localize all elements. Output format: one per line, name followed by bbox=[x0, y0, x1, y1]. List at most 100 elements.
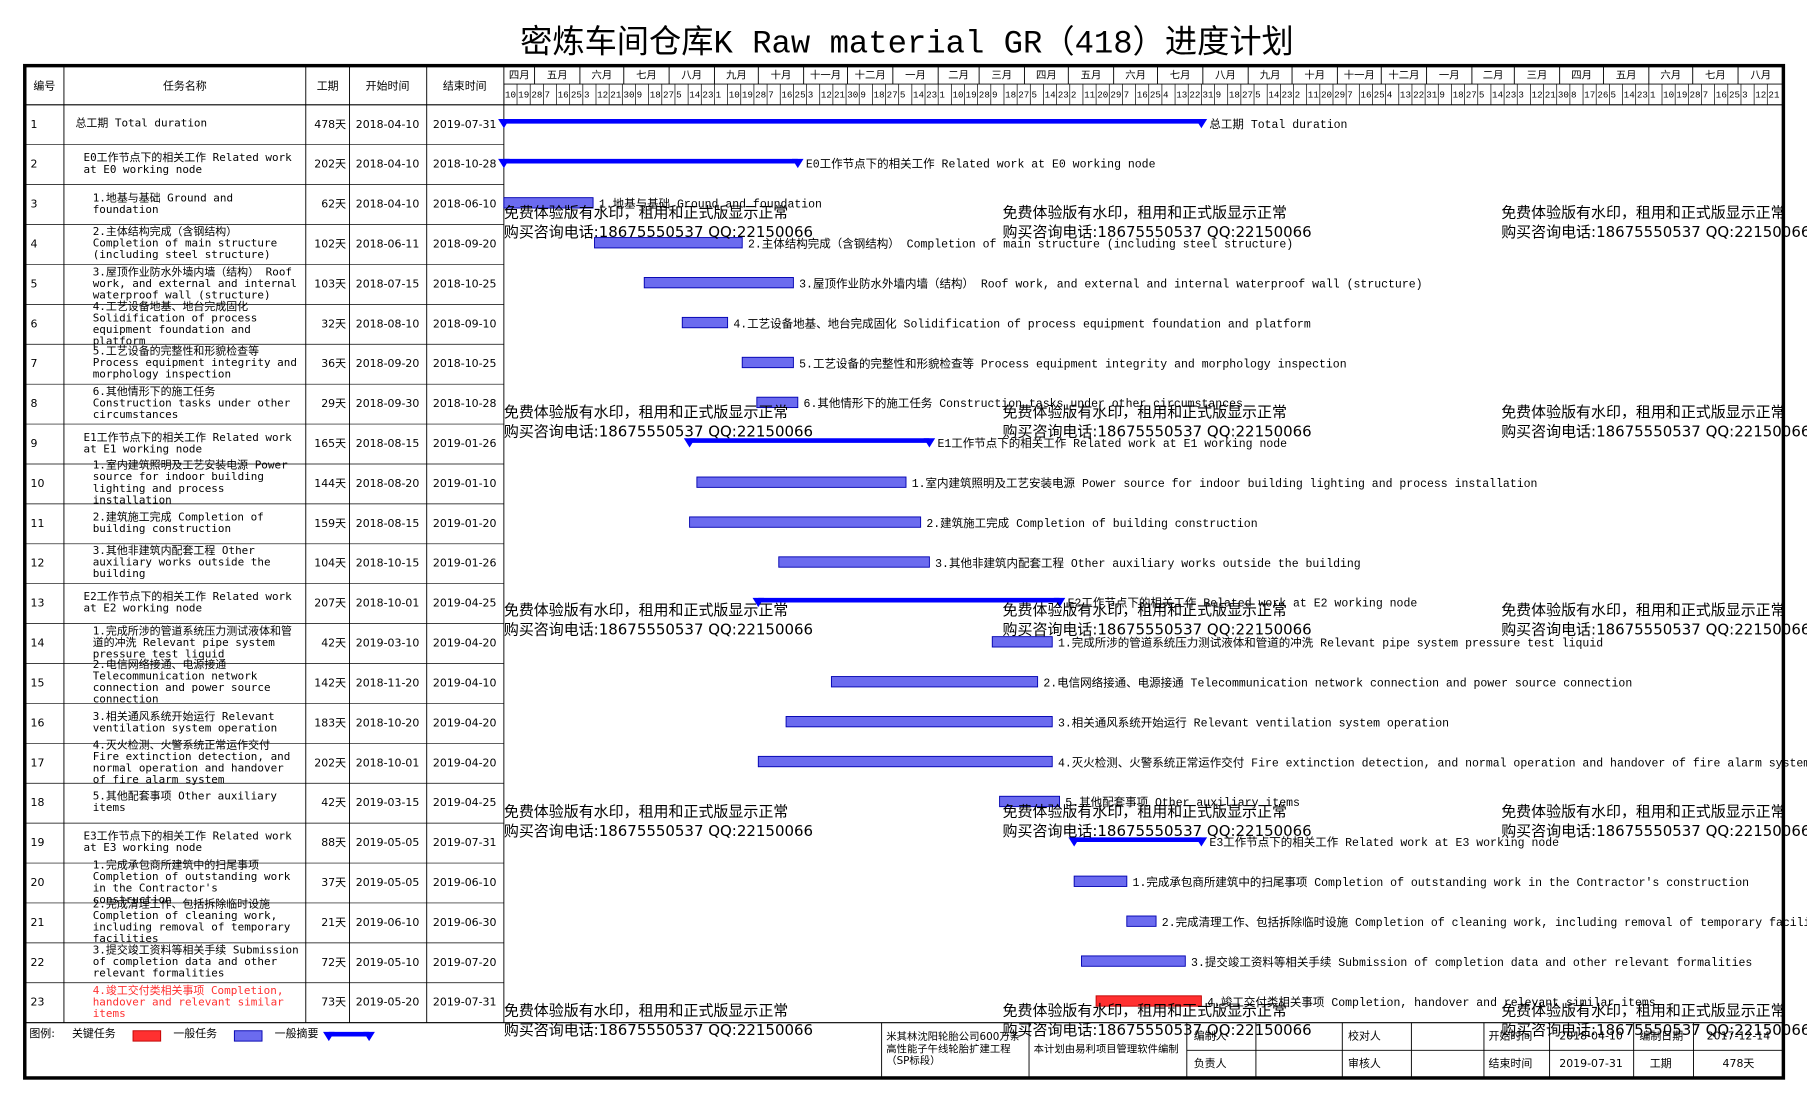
bar-label: E0工作节点下的相关工作 Related work at E0 working … bbox=[806, 157, 1156, 172]
task-start: 2018-04-10 bbox=[356, 198, 420, 211]
task-name-box: 1.完成承包商所建筑中的扫尾事项 Completion of outstandi… bbox=[93, 859, 291, 905]
day-label: 8 bbox=[1571, 89, 1577, 100]
task-duration: 37天 bbox=[321, 876, 346, 889]
task-id: 15 bbox=[31, 676, 45, 689]
task-duration: 144天 bbox=[314, 477, 346, 490]
month-label: 二月 bbox=[948, 69, 969, 81]
task-duration: 88天 bbox=[321, 836, 346, 849]
day-label: 23 bbox=[926, 89, 937, 100]
task-start: 2018-10-01 bbox=[356, 756, 420, 769]
task-id: 16 bbox=[31, 716, 45, 729]
watermark: 免费体验版有水印，租用和正式版显示正常 bbox=[1501, 601, 1785, 619]
task-end: 2018-10-28 bbox=[433, 158, 497, 171]
footer-value: 2019-07-31 bbox=[1559, 1057, 1623, 1070]
task-end: 2019-01-10 bbox=[433, 477, 497, 490]
task-duration: 21天 bbox=[321, 916, 346, 929]
day-label: 16 bbox=[1360, 89, 1371, 100]
task-id: 2 bbox=[31, 158, 38, 171]
task-name: 4.灭火检测、火警系统正常运作交付 Fire extinction detect… bbox=[92, 739, 291, 787]
day-label: 25 bbox=[1150, 89, 1161, 100]
day-label: 28 bbox=[531, 89, 542, 100]
task-duration: 36天 bbox=[321, 357, 346, 370]
watermark: 购买咨询电话:18675550537 QQ:22150066 bbox=[504, 422, 813, 440]
task-duration: 183天 bbox=[314, 716, 346, 729]
task-id: 19 bbox=[31, 836, 45, 849]
task-duration: 165天 bbox=[314, 437, 346, 450]
day-label: 18 bbox=[874, 89, 885, 100]
task-end: 2018-10-25 bbox=[433, 357, 497, 370]
day-label: 13 bbox=[1176, 89, 1187, 100]
watermark: 购买咨询电话:18675550537 QQ:22150066 bbox=[1501, 620, 1807, 638]
day-label: 21 bbox=[834, 89, 846, 100]
day-label: 16 bbox=[558, 89, 569, 100]
summary-cap bbox=[363, 1031, 375, 1042]
bar-label: 2.电信网络接通、电源接通 Telecommunication network … bbox=[1043, 676, 1632, 691]
bar-label: 1.室内建筑照明及工艺安装电源 Power source for indoor … bbox=[912, 476, 1538, 491]
watermark: 免费体验版有水印，租用和正式版显示正常 bbox=[504, 802, 788, 820]
month-label: 七月 bbox=[1170, 69, 1191, 81]
summary-cap bbox=[792, 158, 804, 169]
bar-label: 4.工艺设备地基、地台完成固化 Solidification of proces… bbox=[733, 316, 1310, 331]
day-label: 5 bbox=[900, 89, 906, 100]
task-bar bbox=[756, 396, 799, 409]
task-end: 2019-04-20 bbox=[433, 716, 497, 729]
task-duration: 72天 bbox=[321, 956, 346, 969]
task-name: 4.工艺设备地基、地台完成固化 Solidification of proces… bbox=[92, 300, 258, 348]
day-label: 9 bbox=[860, 89, 866, 100]
task-bar bbox=[503, 197, 594, 209]
task-start: 2019-05-20 bbox=[356, 996, 420, 1009]
day-label: 4 bbox=[1163, 89, 1169, 100]
task-end: 2018-10-25 bbox=[433, 277, 497, 290]
day-label: 16 bbox=[1716, 89, 1727, 100]
day-label: 10 bbox=[952, 89, 963, 100]
day-label: 27 bbox=[1018, 89, 1029, 100]
task-id: 6 bbox=[31, 317, 38, 330]
task-name: 2.电信网络接通、电源接通 Telecommunication network … bbox=[92, 659, 271, 707]
bar-label: E3工作节点下的相关工作 Related work at E3 working … bbox=[1209, 835, 1559, 850]
day-label: 21 bbox=[1545, 89, 1557, 100]
day-label: 25 bbox=[795, 89, 806, 100]
task-name: 2.建筑施工完成 Completion of building construc… bbox=[92, 511, 264, 536]
task-name: E3工作节点下的相关工作 Related work at E3 working … bbox=[83, 830, 292, 855]
day-label: 14 bbox=[689, 89, 701, 100]
task-name-box: E2工作节点下的相关工作 Related work at E2 working … bbox=[84, 592, 292, 615]
bar-label: 6.其他情形下的施工任务 Construction tasks under ot… bbox=[804, 396, 1243, 411]
task-duration: 202天 bbox=[314, 756, 346, 769]
month-label: 八月 bbox=[1215, 69, 1236, 81]
day-label: 22 bbox=[1189, 89, 1200, 100]
day-label: 9 bbox=[637, 89, 643, 100]
day-label: 31 bbox=[1426, 89, 1438, 100]
task-bar bbox=[830, 676, 1039, 688]
bar-label: 3.相关通风系统开始运行 Relevant ventilation system… bbox=[1058, 715, 1449, 730]
footer-value: 2018-04-10 bbox=[1559, 1030, 1623, 1043]
task-id: 23 bbox=[31, 996, 45, 1009]
task-start: 2018-07-15 bbox=[356, 277, 420, 290]
watermark: 免费体验版有水印，租用和正式版显示正常 bbox=[504, 601, 788, 619]
task-name-box: 2.主体结构完成（含钢结构） Completion of main struct… bbox=[93, 227, 277, 261]
day-label: 25 bbox=[1374, 89, 1385, 100]
watermark: 购买咨询电话:18675550537 QQ:22150066 bbox=[504, 1021, 813, 1039]
day-label: 18 bbox=[650, 89, 661, 100]
footer-label: 校对人 bbox=[1348, 1029, 1381, 1043]
task-duration: 142天 bbox=[314, 676, 346, 689]
task-id: 20 bbox=[31, 876, 45, 889]
task-duration: 42天 bbox=[321, 637, 346, 650]
task-bar bbox=[233, 1030, 263, 1042]
day-label: 18 bbox=[1229, 89, 1240, 100]
watermark: 免费体验版有水印，租用和正式版显示正常 bbox=[1501, 1002, 1785, 1020]
task-name: 5.其他配套事项 Other auxiliary items bbox=[92, 790, 277, 815]
month-label: 十月 bbox=[771, 68, 792, 81]
day-label: 2 bbox=[1295, 89, 1301, 100]
footer-label: 编制人 bbox=[1194, 1029, 1227, 1043]
time-axis: 四月 五月 六月 七月 八月 九月 十月 十一月 十二月 一月 二月 三月 四月 五月 六月 七月 八月 九月 十月… bbox=[503, 65, 1780, 105]
task-end: 2019-01-26 bbox=[433, 557, 497, 570]
day-label: 7 bbox=[545, 89, 551, 100]
month-label: 六月 bbox=[1660, 69, 1681, 81]
month-label: 八月 bbox=[1750, 69, 1771, 81]
task-bar bbox=[991, 636, 1053, 648]
day-label: 1 bbox=[716, 89, 722, 100]
month-label: 九月 bbox=[726, 69, 747, 81]
bar-label: 2.建筑施工完成 Completion of building construc… bbox=[926, 516, 1257, 531]
task-start: 2018-10-15 bbox=[356, 557, 420, 570]
bar-label: 5.其他配套事项 Other auxiliary items bbox=[1065, 796, 1300, 810]
